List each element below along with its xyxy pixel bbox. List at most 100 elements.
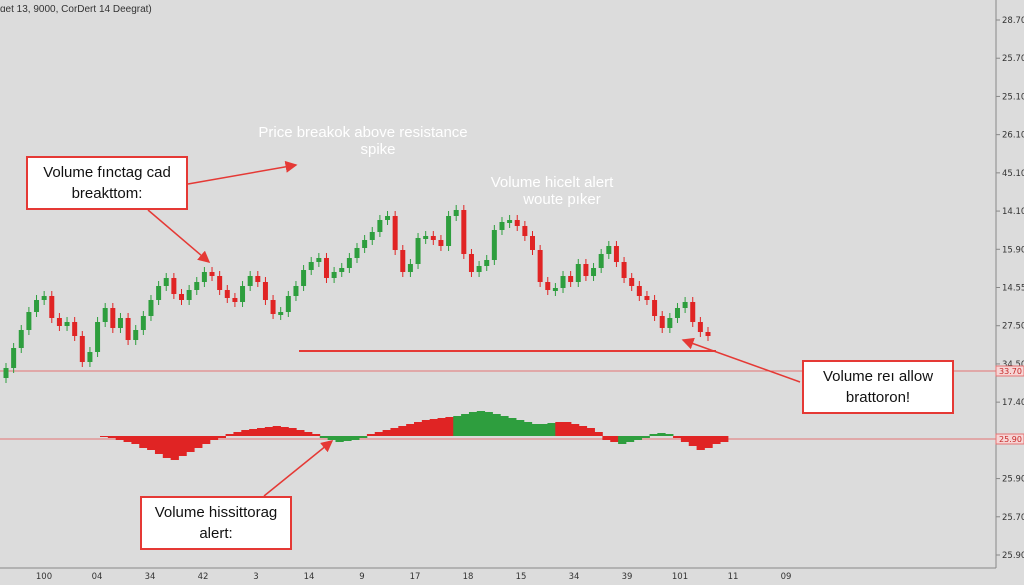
- x-tick-label: 34: [569, 572, 580, 582]
- price-breakout-line1: Price breakok above resistance: [258, 124, 468, 141]
- x-tick-label: 18: [463, 572, 474, 582]
- volume-bar: [508, 418, 517, 436]
- candle-body: [499, 222, 505, 230]
- candle-body: [346, 258, 352, 268]
- volume-bar: [398, 426, 407, 436]
- candle-body: [232, 298, 238, 302]
- candle-body: [438, 240, 444, 246]
- y-tick-label: 27.50: [1002, 322, 1024, 332]
- candle-body: [72, 322, 78, 336]
- volume-bar: [100, 436, 109, 437]
- candle-body: [148, 300, 154, 316]
- volume-bar: [429, 419, 438, 436]
- volume-bar: [178, 436, 187, 456]
- candle-body: [674, 308, 680, 318]
- candle-body: [461, 210, 467, 254]
- volume-bar: [657, 433, 666, 436]
- candle-body: [102, 308, 108, 322]
- volume-alert-text: Volume hicelt alert woute pıker: [462, 174, 642, 208]
- volume-bar: [194, 436, 203, 448]
- candle-body: [629, 278, 635, 286]
- volume-bar: [147, 436, 156, 450]
- x-tick-label: 101: [672, 572, 688, 582]
- candle-body: [125, 318, 131, 340]
- candle-body: [87, 352, 93, 362]
- candle-body: [247, 276, 253, 286]
- volume-bar: [359, 436, 368, 438]
- candle-body: [240, 286, 246, 302]
- volume-bar: [641, 436, 650, 438]
- candle-body: [95, 322, 101, 352]
- volume-bar: [618, 436, 627, 444]
- annotation-box-right: Volume reı allow brattoron!: [802, 360, 954, 414]
- candle-body: [484, 260, 490, 266]
- candle-body: [560, 276, 566, 288]
- candle-body: [407, 264, 413, 272]
- candle-body: [583, 264, 589, 276]
- volume-bar: [445, 417, 454, 436]
- volume-bar: [484, 412, 493, 436]
- candle-body: [3, 368, 9, 378]
- volume-bar: [602, 436, 611, 440]
- candle-body: [270, 300, 276, 314]
- annotation-right-line2: brattoron!: [845, 389, 911, 406]
- volume-bar: [343, 436, 352, 441]
- candle-body: [522, 226, 528, 236]
- y-tick-label: 14.10: [1002, 207, 1024, 217]
- candle-body: [316, 258, 322, 262]
- candle-body: [301, 270, 307, 286]
- volume-bar: [123, 436, 132, 442]
- volume-bar: [288, 428, 297, 436]
- arrow-to-candles: [147, 209, 211, 263]
- volume-bar: [115, 436, 124, 440]
- candle-body: [285, 296, 291, 312]
- volume-bar: [154, 436, 164, 454]
- arrow-to-price-text: [187, 160, 298, 185]
- candle-body: [652, 300, 658, 316]
- candle-body: [354, 248, 360, 258]
- x-tick-label: 39: [622, 572, 633, 582]
- y-tick-label: 28.70: [1002, 16, 1024, 26]
- volume-bar: [209, 436, 219, 440]
- volume-bar: [366, 434, 376, 436]
- volume-bar: [680, 436, 690, 442]
- volume-bar: [665, 434, 674, 436]
- candle-body: [140, 316, 146, 330]
- volume-bar: [476, 411, 486, 436]
- candle-body: [26, 312, 32, 330]
- candle-body: [537, 250, 543, 282]
- volume-bar: [625, 436, 635, 442]
- x-tick-label: 14: [304, 572, 315, 582]
- annotation-box-top-left: Volume fınctag cad breakttom:: [26, 156, 188, 210]
- candle-body: [308, 262, 314, 270]
- candle-body: [49, 296, 55, 318]
- candle-body: [476, 266, 482, 272]
- candle-body: [323, 258, 329, 278]
- volume-bar: [327, 436, 336, 440]
- y-tick-label: 45.10: [1002, 169, 1024, 179]
- volume-bar: [500, 416, 509, 436]
- annotation-bottom-line2: alert:: [199, 525, 233, 542]
- candle-body: [201, 272, 207, 282]
- annotation-bottom-line1: Volume hissittorag: [154, 504, 278, 521]
- volume-bar: [162, 436, 172, 458]
- volume-bar: [139, 436, 148, 448]
- candle-body: [339, 268, 345, 272]
- volume-bar: [578, 426, 588, 436]
- candle-body: [552, 288, 558, 291]
- price-breakout-text: Price breakok above resistance spike: [228, 124, 498, 158]
- volume-bar: [272, 426, 281, 436]
- candle-body: [400, 250, 406, 272]
- candle-body: [34, 300, 40, 312]
- candle-body: [491, 230, 497, 260]
- candle-body: [575, 264, 581, 282]
- volume-bar: [414, 422, 423, 436]
- volume-bar: [280, 427, 289, 436]
- candle-body: [636, 286, 642, 296]
- volume-bar: [633, 436, 643, 440]
- candle-body: [423, 236, 429, 239]
- candle-body: [697, 322, 703, 332]
- volume-bar: [233, 432, 242, 436]
